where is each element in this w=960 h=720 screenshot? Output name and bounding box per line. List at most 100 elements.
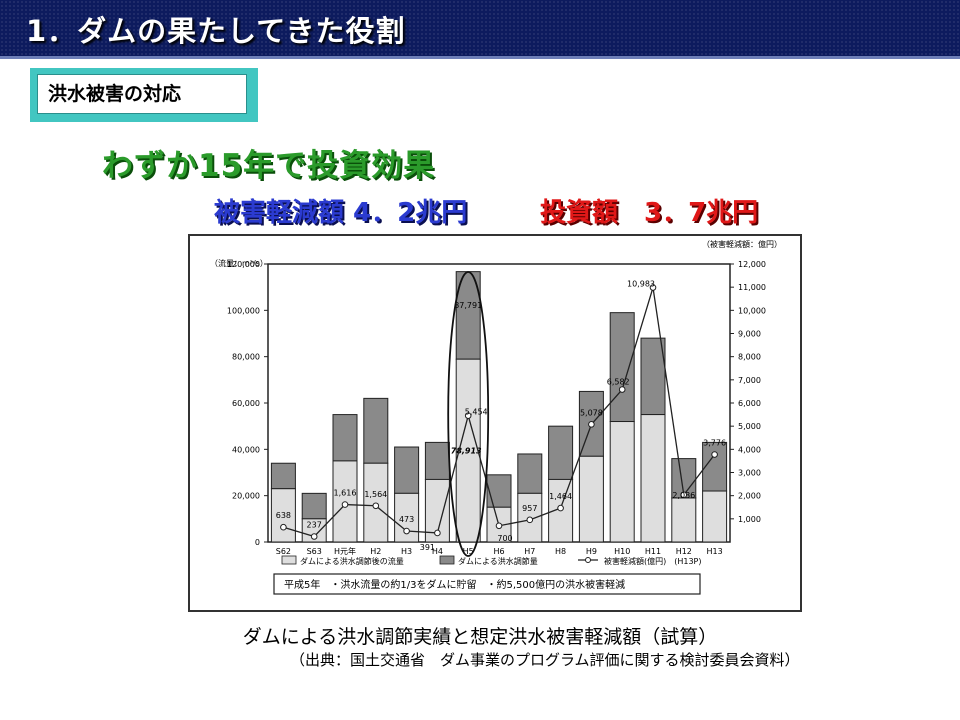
line-point-label: 391: [420, 543, 435, 552]
bar-adjustment-S63: [301, 492, 327, 520]
line-point-label: 5,078: [580, 408, 603, 417]
legend-swatch-dark: [439, 555, 455, 565]
page-title: 1．ダムの果たしてきた役割: [26, 14, 406, 48]
line-point-label: 3,776: [703, 439, 726, 448]
bar-adjustment-H6: [486, 474, 512, 508]
chart-source: （出典：国土交通省 ダム事業のプログラム評価に関する検討委員会資料）: [290, 651, 800, 669]
legend-label-dark: ダムによる洪水調節量: [458, 556, 538, 566]
section-tag-label: 洪水被害の対応: [37, 74, 247, 114]
y-tick-label: 60,000: [232, 399, 260, 408]
line-point-H3: [403, 527, 410, 535]
left-axis-title: （流量：m³/s）: [210, 258, 268, 268]
line-point-label: 1,616: [334, 489, 357, 498]
line-point-label: 473: [399, 515, 414, 524]
bar-after-adjustment-H5: [455, 358, 481, 543]
y2-tick-label: 5,000: [738, 422, 761, 431]
headline: わずか15年で投資効果: [102, 148, 436, 184]
section-tag: 洪水被害の対応: [30, 68, 258, 122]
bar-after-adjustment-H11: [640, 414, 666, 543]
bar-after-adjustment-H3: [394, 492, 420, 543]
line-point-H元年: [341, 501, 349, 508]
y2-tick-label: 4,000: [738, 445, 761, 454]
bar-adjustment-H7: [517, 453, 543, 494]
line-point-H12: [680, 491, 688, 499]
x-tick-label: H12: [676, 547, 692, 556]
line-point-S63: [310, 533, 318, 540]
line-point-H4: [434, 529, 441, 537]
line-point-label: 1,464: [549, 492, 572, 501]
chart-frame: （流量：m³/s） （被害軽減額：億円） 0 20,000 40,000 60,000 80…: [188, 234, 802, 612]
line-point-label: 5,454: [465, 408, 488, 417]
note-text: 平成5年 ・洪水流量の約1/3をダムに貯留 ・約5,500億円の洪水被害軽減: [284, 578, 625, 591]
line-point-label: 700: [497, 534, 512, 543]
y-tick-label: 120,000: [227, 260, 260, 269]
right-axis-title: （被害軽減額：億円）: [702, 239, 782, 249]
bar-adjustment-H4: [424, 441, 450, 480]
line-point-H7: [526, 516, 534, 524]
bar-adjustment-H元年: [332, 414, 358, 462]
y2-tick-label: 6,000: [738, 399, 761, 408]
legend-label-light: ダムによる洪水調節後の流量: [300, 556, 404, 566]
legend-line-marker: [585, 557, 591, 563]
bar-adjustment-H3: [394, 446, 420, 494]
flood-control-chart: （流量：m³/s） （被害軽減額：億円） 0 20,000 40,000 60,000 80…: [210, 239, 782, 595]
bar-adjustment-H8: [548, 425, 574, 480]
y-tick-label: 40,000: [232, 445, 260, 454]
bar-after-adjustment-H13: [702, 490, 728, 543]
bar-adjustment-H11: [640, 337, 666, 416]
x-tick-label: H10: [614, 547, 630, 556]
line-point-H5: [464, 412, 472, 419]
line-point-label: 10,983: [627, 280, 655, 289]
x-tick-label: S62: [276, 547, 291, 556]
x-tick-label: S63: [307, 547, 322, 556]
legend-label-line: 被害軽減額(億円) (H13P): [604, 556, 702, 566]
x-tick-label: H9: [586, 547, 597, 556]
highlight-ellipse-h5: [447, 271, 490, 557]
y2-tick-label: 2,000: [738, 492, 761, 501]
bar-after-adjustment-H10: [609, 421, 635, 543]
y2-tick-label: 11,000: [738, 283, 766, 292]
line-point-label: 957: [522, 504, 537, 513]
y-tick-label: 80,000: [232, 353, 260, 362]
y-tick-label: 0: [255, 538, 260, 547]
x-tick-label: H4: [432, 547, 443, 556]
bar-after-adjustment-H12: [671, 497, 697, 543]
y2-tick-label: 12,000: [738, 260, 766, 269]
y2-tick-label: 8,000: [738, 353, 761, 362]
y2-tick-label: 3,000: [738, 469, 761, 478]
line-point-H2: [372, 502, 380, 510]
y2-tick-label: 7,000: [738, 376, 761, 385]
line-point-H13: [711, 451, 718, 458]
note-box: [273, 573, 701, 595]
bar-adjustment-H13: [702, 441, 728, 492]
bar-label-light: 78,913: [451, 447, 482, 456]
y2-tick-label: 10,000: [738, 306, 766, 315]
y2-tick-label: 9,000: [738, 330, 761, 339]
line-point-S62: [280, 523, 287, 531]
bar-adjustment-H10: [609, 312, 635, 423]
damage-reduction-label: 被害軽減額 4．2兆円: [214, 198, 468, 228]
x-tick-label: H6: [493, 547, 504, 556]
x-tick-label: H11: [645, 547, 661, 556]
x-tick-label: H5: [463, 547, 474, 556]
bar-after-adjustment-H9: [578, 455, 604, 543]
bar-adjustment-S62: [270, 462, 296, 490]
legend-swatch-light: [281, 555, 297, 565]
x-tick-label: H7: [524, 547, 535, 556]
line-point-label: 6,582: [607, 378, 630, 387]
bar-after-adjustment-S62: [270, 488, 296, 543]
y2-tick-label: 1,000: [738, 515, 761, 524]
title-bar: 1．ダムの果たしてきた役割: [0, 0, 960, 59]
y-tick-label: 20,000: [232, 492, 260, 501]
x-tick-label: H13: [706, 547, 722, 556]
line-point-label: 1,564: [364, 490, 387, 499]
investment-label: 投資額 3．7兆円: [540, 198, 759, 228]
x-tick-label: H8: [555, 547, 566, 556]
bar-adjustment-H2: [363, 397, 389, 464]
line-point-label: 2,036: [672, 491, 695, 500]
bar-label-dark: 37,791: [454, 301, 482, 310]
line-point-H8: [557, 504, 564, 512]
line-point-H9: [588, 421, 595, 428]
y-tick-label: 100,000: [227, 306, 260, 315]
x-tick-label: H2: [370, 547, 381, 556]
